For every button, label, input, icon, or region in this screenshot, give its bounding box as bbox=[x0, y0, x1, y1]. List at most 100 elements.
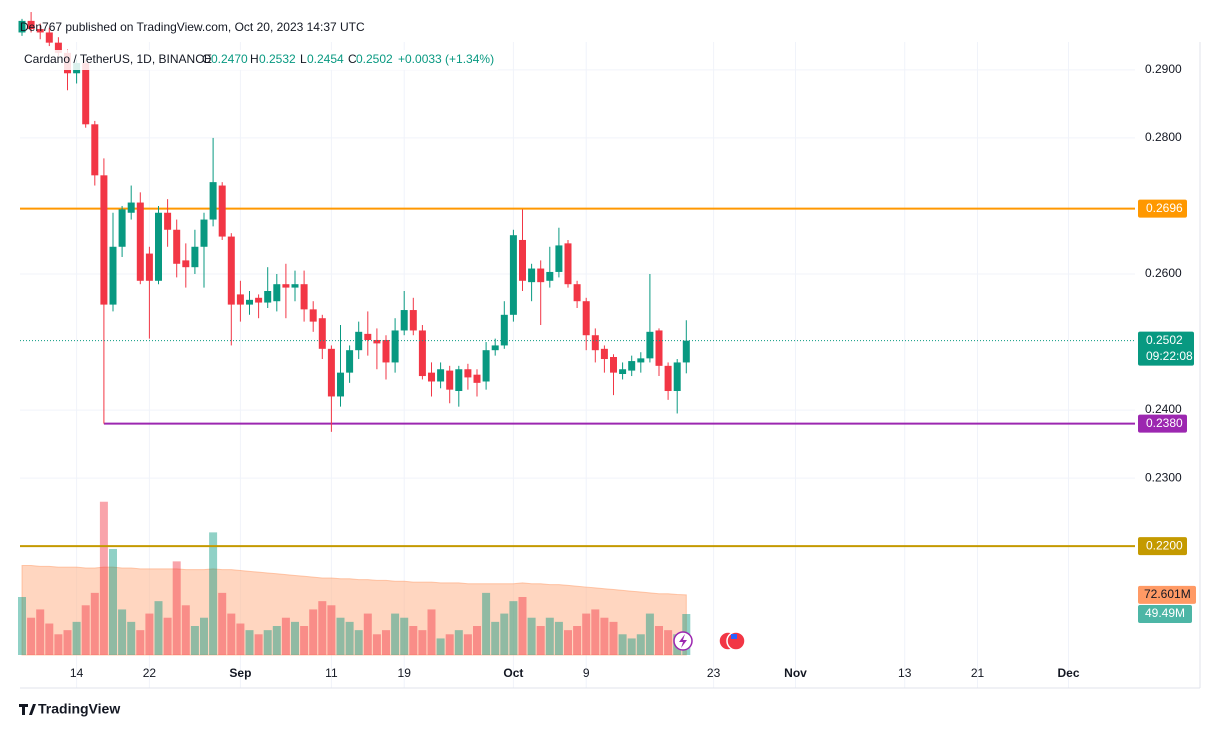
candle-body bbox=[91, 124, 99, 176]
x-tick-label: 11 bbox=[325, 666, 338, 680]
candle-body bbox=[364, 333, 372, 340]
volume-bar bbox=[554, 621, 563, 655]
volume-bar bbox=[545, 617, 554, 655]
volume-bar bbox=[354, 630, 363, 655]
candle-body bbox=[418, 330, 426, 377]
volume-bar bbox=[636, 634, 645, 655]
candle-body bbox=[500, 314, 508, 346]
candle-body bbox=[537, 268, 545, 283]
y-tick-label: 0.2400 bbox=[1145, 402, 1182, 416]
volume-bar bbox=[600, 617, 609, 655]
volume-bar bbox=[327, 605, 336, 655]
volume-bar bbox=[281, 617, 290, 655]
volume-bar bbox=[564, 630, 572, 655]
candle-body bbox=[309, 309, 317, 322]
candle-body bbox=[391, 330, 399, 363]
candle-body bbox=[519, 239, 526, 281]
candle-body bbox=[491, 345, 499, 351]
volume-label-bg bbox=[1138, 604, 1192, 623]
volume-bar bbox=[509, 601, 518, 655]
candle-body bbox=[355, 331, 363, 351]
volume-bar bbox=[309, 609, 318, 655]
volume-bar bbox=[154, 601, 163, 655]
candle-body bbox=[327, 348, 335, 397]
candle-body bbox=[428, 372, 435, 382]
volume-bar bbox=[527, 617, 536, 655]
x-tick-label: Sep bbox=[229, 666, 251, 680]
volume-bar bbox=[473, 626, 481, 655]
volume-bar bbox=[81, 605, 90, 655]
candle-body bbox=[628, 361, 636, 371]
candle-body bbox=[546, 271, 554, 281]
volume-bar bbox=[300, 626, 309, 655]
candle-body bbox=[346, 350, 354, 373]
volume-bar bbox=[427, 609, 436, 655]
volume-bar bbox=[63, 630, 72, 655]
volume-bar bbox=[99, 501, 108, 655]
x-tick-label: 13 bbox=[898, 666, 912, 680]
ohlc-value: 0.2532 bbox=[259, 52, 296, 66]
candle-body bbox=[218, 185, 226, 237]
candle-body bbox=[109, 246, 117, 305]
x-tick-label: Nov bbox=[784, 666, 807, 680]
candle-body bbox=[82, 63, 90, 125]
candle-body bbox=[246, 299, 253, 305]
volume-bar bbox=[518, 597, 527, 655]
candle-body bbox=[291, 284, 299, 288]
volume-bar bbox=[482, 592, 491, 655]
grid bbox=[20, 42, 1135, 688]
candle-body bbox=[264, 290, 272, 303]
candle-body bbox=[227, 236, 235, 305]
volume-bar bbox=[591, 609, 600, 655]
volume-ma-label: 72.601M bbox=[1144, 587, 1191, 601]
candle-body bbox=[619, 369, 627, 375]
candle-body bbox=[437, 369, 445, 382]
candle-body bbox=[127, 202, 135, 213]
volume-bar bbox=[118, 609, 127, 655]
candle-body bbox=[209, 182, 217, 220]
candle-body bbox=[118, 209, 126, 247]
volume-bar bbox=[145, 613, 154, 655]
candle-body bbox=[564, 243, 572, 285]
volume-bar bbox=[172, 561, 181, 655]
volume-bar bbox=[27, 617, 36, 655]
candle-body bbox=[54, 42, 62, 53]
volume-label: 49.49M bbox=[1145, 606, 1185, 620]
price-label-bg bbox=[1138, 331, 1194, 366]
candle-body bbox=[591, 335, 599, 351]
volume-bar bbox=[627, 638, 636, 655]
volume-bar bbox=[609, 621, 618, 655]
candle-body bbox=[473, 374, 481, 383]
candle-body bbox=[573, 284, 581, 302]
price-label: 0.2696 bbox=[1146, 201, 1183, 215]
volume-bar bbox=[418, 630, 427, 655]
candle-body bbox=[136, 202, 144, 281]
change: +0.0033 (+1.34%) bbox=[398, 52, 494, 66]
volume-bar bbox=[181, 605, 190, 655]
economic-event-icon bbox=[718, 631, 746, 651]
volume-bar bbox=[445, 634, 454, 655]
countdown: 09:22:08 bbox=[1146, 349, 1193, 363]
volume-bar bbox=[127, 621, 136, 655]
volume-bar bbox=[236, 623, 245, 655]
candle-body bbox=[27, 20, 35, 30]
x-tick-label: 23 bbox=[707, 666, 721, 680]
volume-bar bbox=[45, 623, 54, 655]
y-tick-label: 0.2600 bbox=[1145, 266, 1182, 280]
candle-body bbox=[173, 229, 181, 264]
candle-body bbox=[236, 294, 244, 305]
price-label: 0.2380 bbox=[1146, 416, 1183, 430]
price-label: 0.2200 bbox=[1146, 538, 1183, 552]
candle-body bbox=[318, 318, 326, 349]
candle-body bbox=[155, 212, 162, 281]
candle-body bbox=[373, 339, 381, 344]
volume-bar bbox=[163, 617, 172, 655]
candle-body bbox=[337, 372, 344, 397]
volume-bar bbox=[18, 597, 26, 655]
x-tick-label: 22 bbox=[143, 666, 157, 680]
volume-bar bbox=[72, 621, 81, 655]
candle-body bbox=[582, 301, 590, 336]
symbol: Cardano / TetherUS, 1D, BINANCE bbox=[24, 52, 212, 66]
